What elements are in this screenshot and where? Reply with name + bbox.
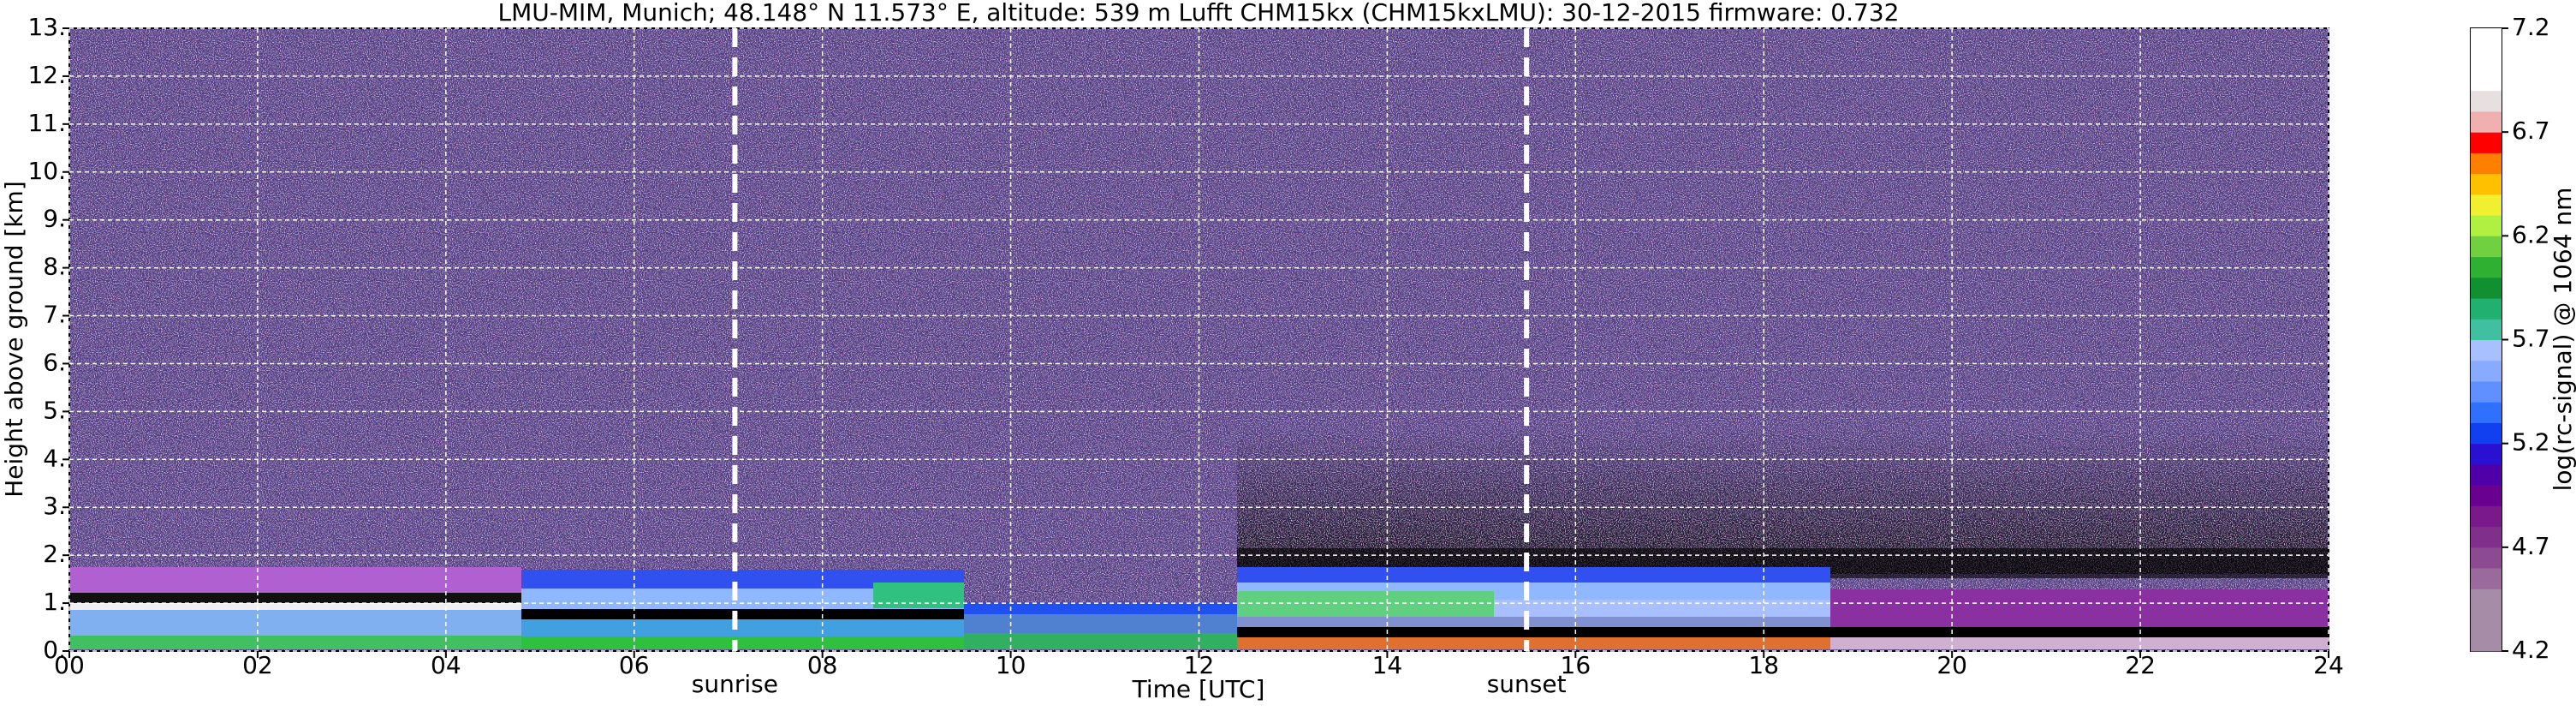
colorbar-tick-label: 4.7 — [2512, 532, 2550, 560]
x-tick-label: 00 — [54, 651, 85, 679]
colorbar-segment — [2471, 49, 2502, 70]
x-tick-label: 06 — [619, 651, 650, 679]
aerosol-layer — [69, 636, 521, 649]
y-tick-label: 3. — [43, 492, 66, 520]
x-tick-label: 08 — [807, 651, 838, 679]
x-tick-label: 22 — [2125, 651, 2156, 679]
y-tick-label: 1. — [43, 588, 66, 616]
aerosol-layer — [1494, 600, 1830, 617]
y-tick-label: 4. — [43, 444, 66, 472]
colorbar-segment — [2471, 256, 2502, 278]
annotation-label: sunrise — [692, 670, 778, 698]
aerosol-layer — [1237, 627, 2329, 637]
colorbar-segment — [2471, 111, 2502, 133]
y-tick-label: 9. — [43, 205, 66, 233]
colorbar-segment — [2471, 589, 2502, 611]
colorbar-segment — [2471, 215, 2502, 236]
aerosol-layer — [521, 570, 964, 589]
colorbar-segment — [2471, 298, 2502, 320]
colorbar-tick-label: 7.2 — [2512, 13, 2550, 41]
colorbar-segment — [2471, 547, 2502, 569]
aerosol-layer — [69, 593, 521, 603]
aerosol-layer — [69, 603, 521, 610]
colorbar-segment — [2471, 194, 2502, 216]
colorbar-segment — [2471, 463, 2502, 486]
colorbar-tick-label: 6.2 — [2512, 220, 2550, 248]
colorbar-segment — [2471, 173, 2502, 195]
colorbar-tick-label: 4.2 — [2512, 636, 2550, 664]
y-tick-label: 11. — [27, 109, 66, 137]
x-tick-label: 18 — [1748, 651, 1779, 679]
colorbar-segment — [2471, 443, 2502, 465]
x-tick-label: 02 — [242, 651, 273, 679]
aerosol-layer — [521, 609, 964, 619]
colorbar-segment — [2471, 485, 2502, 506]
y-tick-label: 2. — [43, 540, 66, 568]
colorbar-segment — [2471, 152, 2502, 175]
colorbar-segment — [2471, 380, 2502, 403]
colorbar-segment — [2471, 360, 2502, 382]
y-tick-label: 13. — [27, 13, 66, 41]
y-tick-label: 7. — [43, 301, 66, 329]
colorbar-segment — [2471, 422, 2502, 445]
aerosol-layer — [1830, 589, 2329, 627]
colorbar-segment — [2471, 526, 2502, 548]
colorbar-segment — [2471, 277, 2502, 299]
x-tick-label: 14 — [1372, 651, 1403, 679]
aerosol-layer — [873, 583, 964, 608]
colorbar-tick-label: 5.2 — [2512, 428, 2550, 457]
aerosol-layer — [521, 619, 964, 636]
colorbar-segment — [2471, 339, 2502, 361]
y-axis-label: Height above ground [km] — [0, 181, 28, 498]
y-tick-label: 6. — [43, 348, 66, 376]
y-tick-label: 10. — [27, 157, 66, 185]
aerosol-layer — [1237, 567, 1830, 583]
colorbar-tick-label: 5.7 — [2512, 325, 2550, 353]
aerosol-layer — [964, 633, 1237, 649]
aerosol-layer — [521, 636, 964, 649]
aerosol-layer — [1237, 591, 1494, 617]
x-axis-label: Time [UTC] — [1132, 675, 1265, 703]
aerosol-layer — [69, 610, 521, 636]
aerosol-layer — [964, 602, 1237, 614]
colorbar-segment — [2471, 319, 2502, 340]
colorbar-label: log(rc-signal) @ 1064 nm — [2549, 188, 2576, 492]
chart-title: LMU-MIM, Munich; 48.148° N 11.573° E, al… — [498, 0, 1900, 27]
aerosol-layer — [1830, 637, 2329, 649]
x-tick-label: 24 — [2313, 651, 2344, 679]
aerosol-layer — [964, 614, 1237, 633]
colorbar-segment — [2471, 132, 2502, 153]
colorbar-segment — [2471, 69, 2502, 92]
aerosol-layer — [69, 567, 521, 593]
x-tick-label: 04 — [431, 651, 461, 679]
y-tick-label: 8. — [43, 253, 66, 281]
colorbar-segment — [2471, 402, 2502, 423]
aerosol-layer — [1237, 637, 1830, 649]
annotation-label: sunset — [1487, 670, 1567, 698]
y-tick-label: 0. — [43, 636, 66, 664]
y-tick-label: 5. — [43, 396, 66, 424]
x-tick-label: 16 — [1561, 651, 1591, 679]
colorbar-tick-label: 6.7 — [2512, 117, 2550, 145]
aerosol-layer — [1237, 617, 1830, 627]
colorbar-segment — [2471, 28, 2502, 50]
colorbar-segment — [2471, 236, 2502, 258]
x-tick-label: 20 — [1936, 651, 1967, 679]
y-tick-label: 12. — [27, 61, 66, 89]
x-tick-label: 12 — [1184, 651, 1215, 679]
colorbar-segment — [2471, 609, 2502, 631]
x-tick-label: 10 — [996, 651, 1026, 679]
colorbar-segment — [2471, 568, 2502, 589]
colorbar-segment — [2471, 505, 2502, 528]
colorbar-segment — [2471, 630, 2502, 652]
colorbar-segment — [2471, 90, 2502, 112]
